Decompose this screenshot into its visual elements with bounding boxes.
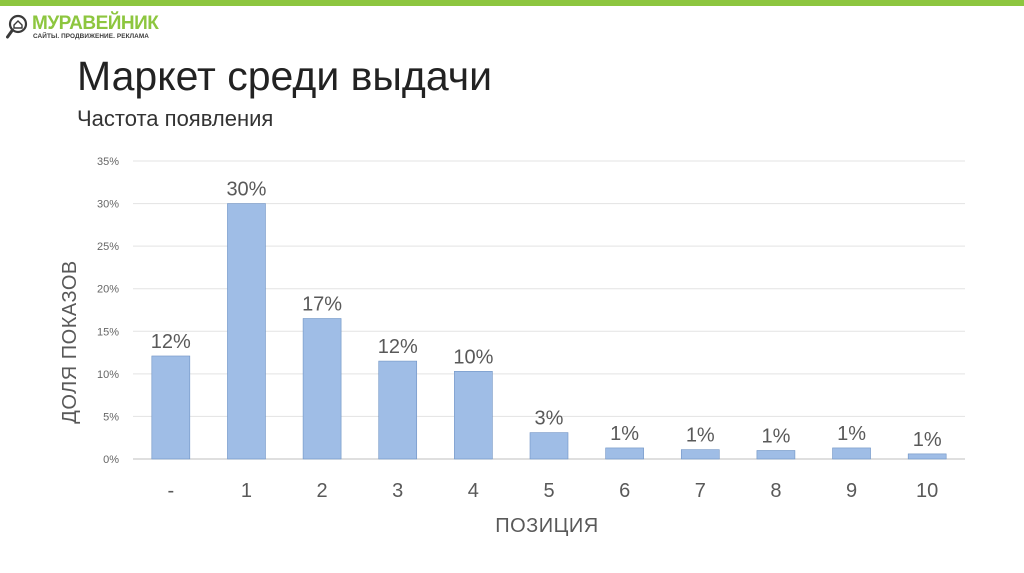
- bar-chart: 0% 5% 10% 15% 20% 25% 30% 35% 12% 30% 17% 12% 10% 3%…: [59, 156, 965, 537]
- x-category-label: 2: [317, 480, 328, 502]
- bar-6: [605, 447, 644, 460]
- brand-name: МУРАВЕЙНИК: [32, 13, 159, 34]
- page-subtitle: Частота появления: [77, 106, 274, 131]
- y-tick-label: 35%: [97, 156, 119, 168]
- x-axis-title: ПОЗИЦИЯ: [495, 515, 599, 537]
- grid-lines: [133, 160, 965, 460]
- bar-none: [151, 355, 191, 460]
- data-label: 12%: [378, 336, 418, 358]
- y-tick-label: 30%: [97, 199, 119, 211]
- x-category-label: 4: [468, 480, 479, 502]
- bars: [151, 203, 947, 460]
- x-category-label: 9: [846, 480, 857, 502]
- data-label: 1%: [913, 429, 942, 451]
- brand-tagline: САЙТЫ. ПРОДВИЖЕНИЕ. РЕКЛАМА: [33, 33, 150, 40]
- data-label: 1%: [686, 425, 715, 447]
- bar-1: [227, 203, 266, 460]
- x-axis-categories: - 1 2 3 4 5 6 7 8 9 10: [167, 480, 938, 502]
- y-tick-label: 5%: [103, 411, 119, 423]
- y-axis-title: ДОЛЯ ПОКАЗОВ: [59, 260, 81, 423]
- bar-3: [378, 360, 418, 460]
- bar-2: [302, 318, 342, 460]
- y-tick-label: 25%: [97, 241, 119, 253]
- bar-9: [832, 447, 871, 460]
- x-category-label: 7: [695, 480, 706, 502]
- x-category-label: 1: [241, 480, 252, 502]
- x-category-label: 5: [543, 480, 554, 502]
- data-label: 30%: [226, 179, 266, 201]
- data-label: 12%: [151, 331, 191, 353]
- x-category-label: 10: [916, 480, 938, 502]
- x-category-label: 3: [392, 480, 403, 502]
- data-labels: 12% 30% 17% 12% 10% 3% 1% 1% 1% 1% 1%: [151, 179, 942, 451]
- data-label: 10%: [453, 346, 493, 368]
- y-tick-label: 0%: [103, 454, 119, 466]
- top-accent-stripe: [0, 0, 1024, 6]
- y-tick-label: 15%: [97, 326, 119, 338]
- y-tick-label: 20%: [97, 284, 119, 296]
- data-label: 1%: [610, 423, 639, 445]
- brand-logo: МУРАВЕЙНИК САЙТЫ. ПРОДВИЖЕНИЕ. РЕКЛАМА: [6, 14, 176, 42]
- magnifier-house-icon: [6, 14, 28, 39]
- x-category-label: -: [167, 480, 174, 502]
- bar-10: [907, 453, 947, 460]
- data-label: 1%: [837, 423, 866, 445]
- bar-7: [680, 449, 720, 460]
- y-tick-label: 10%: [97, 369, 119, 381]
- data-label: 17%: [302, 294, 342, 316]
- y-axis-ticks: 0% 5% 10% 15% 20% 25% 30% 35%: [97, 156, 119, 466]
- data-label: 1%: [761, 425, 790, 447]
- data-label: 3%: [535, 408, 564, 430]
- bar-8: [756, 450, 796, 460]
- bar-4: [454, 371, 493, 460]
- bar-5: [529, 432, 569, 460]
- x-category-label: 8: [770, 480, 781, 502]
- x-category-label: 6: [619, 480, 630, 502]
- page-title: Маркет среди выдачи: [77, 53, 492, 99]
